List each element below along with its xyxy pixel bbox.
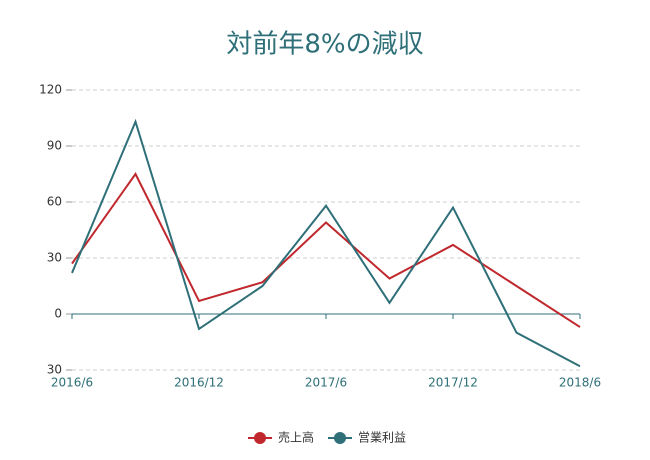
- legend-marker: [254, 432, 266, 444]
- y-tick-label: 60: [47, 195, 62, 209]
- y-tick-label: 30: [47, 363, 62, 377]
- y-tick-label: 0: [54, 307, 62, 321]
- legend-marker: [334, 432, 346, 444]
- legend-label: 営業利益: [358, 431, 406, 445]
- x-tick-label: 2016/12: [174, 376, 224, 390]
- x-tick-label: 2017/6: [305, 376, 347, 390]
- legend-label: 売上高: [278, 430, 314, 445]
- series-line: [71, 118, 581, 368]
- x-tick-label: 2017/12: [428, 376, 478, 390]
- y-tick-label: 120: [39, 83, 62, 97]
- y-tick-label: 90: [47, 139, 62, 153]
- y-tick-label: 30: [47, 251, 62, 265]
- chart-title: 対前年8%の減収: [226, 30, 423, 60]
- x-tick-label: 2016/6: [51, 376, 93, 390]
- x-tick-label: 2018/6: [559, 376, 601, 390]
- series-line: [71, 172, 581, 328]
